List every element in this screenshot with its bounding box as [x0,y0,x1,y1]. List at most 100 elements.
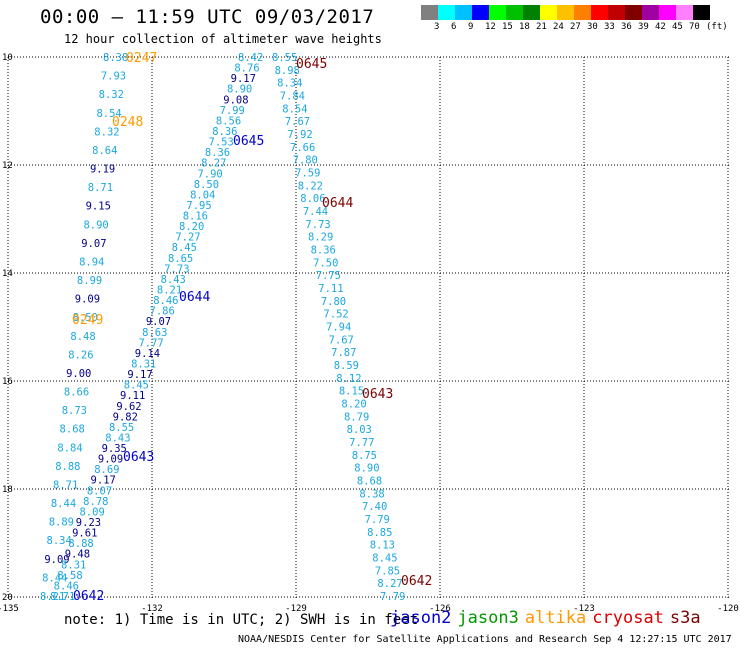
wave-height-value: 8.66 [64,387,89,399]
wave-height-value: 9.09 [44,554,69,566]
wave-height-value: 9.19 [90,164,115,176]
color-scale-label: 36 [621,22,632,32]
color-scale-bar [421,5,710,20]
wave-height-value: 8.32 [94,126,119,138]
color-swatch [591,5,608,20]
pass-time-label: 0643 [362,387,393,402]
wave-height-value: 7.80 [321,296,346,308]
wave-height-value: 8.42 [238,52,263,64]
color-scale-label: 12 [485,22,496,32]
wave-height-value: 7.77 [349,437,374,449]
color-scale-label: 33 [604,22,615,32]
color-swatch [438,5,455,20]
wave-height-value: 7.50 [313,257,338,269]
wave-height-value: 8.85 [367,527,392,539]
color-swatch [472,5,489,20]
wave-height-value: 8.90 [227,84,252,96]
pass-time-label: 0643 [123,450,154,465]
wave-height-value: 8.99 [77,275,102,287]
color-swatch [523,5,540,20]
wave-height-value: 8.44 [51,498,76,510]
wave-height-value: 7.73 [305,219,330,231]
wave-height-value: 8.29 [308,232,333,244]
color-scale-label: 21 [536,22,547,32]
color-scale-label: 3 [434,22,440,32]
wave-height-value: 9.23 [76,517,101,529]
wave-height-value: 8.06 [300,193,325,205]
color-scale-label: 9 [468,22,474,32]
wave-height-value: 8.34 [47,535,72,547]
wave-height-value: 8.64 [92,145,117,157]
wave-height-value: 8.45 [172,242,197,254]
legend-s3a: s3a [669,608,701,628]
wave-height-value: 7.59 [295,168,320,180]
wave-height-value: 8.20 [341,399,366,411]
wave-height-value: 9.82 [113,411,138,423]
wave-height-value: 8.56 [216,115,241,127]
longitude-tick-label: -132 [141,604,163,614]
wave-height-value: 8.55 [272,52,297,64]
wave-height-value: 8.75 [352,450,377,462]
pass-time-label: 0644 [179,290,210,305]
wave-height-value: 8.21 [40,591,65,603]
wave-height-value: 8.45 [124,380,149,392]
wave-height-value: 8.50 [194,179,219,191]
wave-height-value: 8.27 [377,578,402,590]
wave-height-value: 7.66 [290,142,315,154]
wave-height-value: 8.79 [344,411,369,423]
map-grid [7,56,730,598]
wave-height-value: 8.98 [275,65,300,77]
color-scale-label: (ft) [706,22,728,32]
wave-height-value: 7.67 [329,334,354,346]
wave-height-value: 9.00 [66,368,91,380]
wave-height-value: 8.44 [42,572,67,584]
wave-height-value: 9.61 [72,528,97,540]
wave-height-value: 8.89 [49,517,74,529]
color-swatch [540,5,557,20]
wave-height-value: 8.88 [68,538,93,550]
wave-height-value: 8.68 [357,476,382,488]
pass-time-label: 0645 [296,57,327,72]
latitude-tick-label: 10 [2,53,13,63]
latitude-tick-label: 12 [2,161,13,171]
wave-height-value: 9.07 [81,238,106,250]
color-swatch [659,5,676,20]
wave-height-value: 9.14 [135,348,160,360]
wave-height-value: 8.90 [354,463,379,475]
color-scale-label: 42 [655,22,666,32]
wave-height-value: 7.95 [186,200,211,212]
credit-line: NOAA/NESDIS Center for Satellite Applica… [238,634,732,645]
wave-height-value: 8.04 [190,189,215,201]
satellite-tracks: 8.38 7.93 8.32 8.54 8.32 8.64 9.19 8.71 9.15 8.90… [40,52,405,603]
wave-height-value: 8.78 [83,496,108,508]
wave-height-value: 8.31 [61,559,86,571]
wave-height-value: 9.62 [116,401,141,413]
wave-height-value: 7.80 [293,155,318,167]
color-swatch [455,5,472,20]
wave-height-value: 8.55 [109,422,134,434]
longitude-tick-label: -126 [429,604,451,614]
wave-height-value: 8.59 [334,360,359,372]
wave-height-value: 9.48 [65,549,90,561]
color-scale-label: 30 [587,22,598,32]
wave-height-value: 8.27 [201,158,226,170]
pass-time-label: 0249 [72,313,103,328]
legend-jason3: jason3 [457,608,519,628]
wave-height-value: 8.54 [282,103,307,115]
wave-height-value: 9.07 [146,316,171,328]
wave-height-value: 8.46 [54,580,79,592]
wave-height-value: 8.43 [105,432,130,444]
wave-height-value: 7.94 [326,322,351,334]
wave-height-value: 8.73 [62,405,87,417]
longitude-tick-label: -120 [717,604,739,614]
page-subtitle: 12 hour collection of altimeter wave hei… [64,32,382,46]
color-scale-label: 45 [672,22,683,32]
wave-height-value: 8.36 [205,147,230,159]
pass-time-label: 0247 [126,51,157,66]
wave-height-value: 8.94 [79,256,104,268]
wave-height-value: 8.45 [372,553,397,565]
wave-height-value: 7.11 [318,283,343,295]
wave-height-value: 8.63 [142,327,167,339]
latitude-tick-label: 16 [2,377,13,387]
longitude-tick-label: -123 [573,604,595,614]
